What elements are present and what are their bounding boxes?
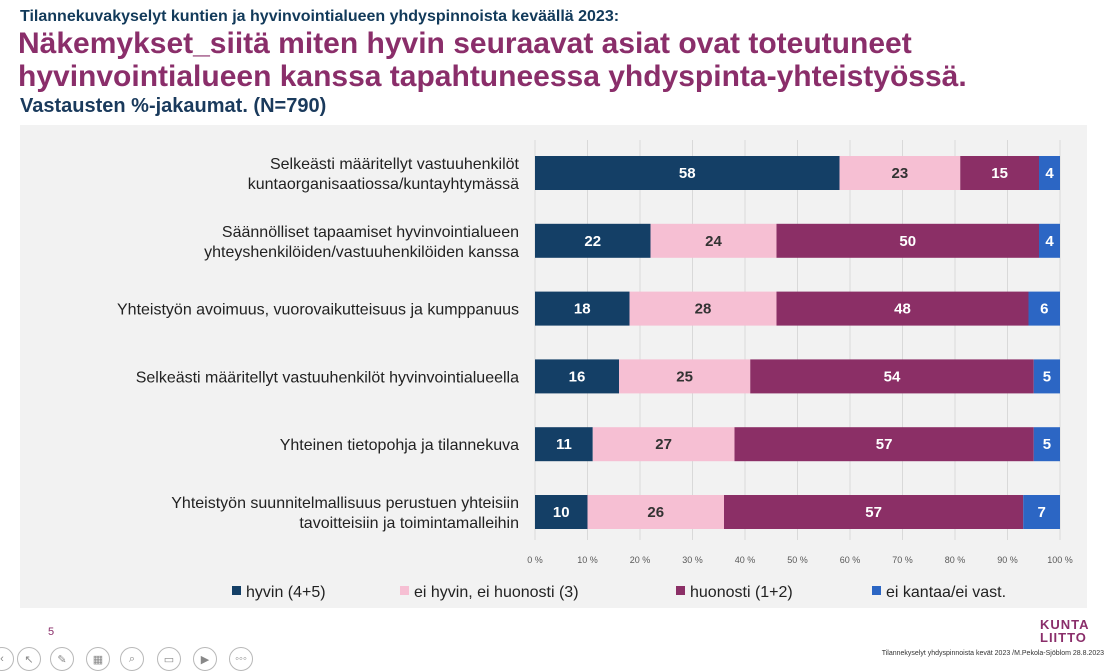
data-label: 6: [1040, 301, 1048, 318]
x-tick-label: 70 %: [892, 555, 913, 565]
slides-grid-icon[interactable]: ▦: [86, 647, 110, 671]
category-label: Selkeästi määritellyt vastuuhenkilöt hyv…: [136, 369, 519, 386]
bar-segment: [1033, 359, 1060, 394]
x-tick-label: 80 %: [945, 555, 966, 565]
legend-label: hyvin (4+5): [246, 584, 326, 601]
pointer-icon[interactable]: ↖: [17, 647, 41, 671]
data-label: 57: [865, 504, 882, 521]
data-label: 7: [1037, 504, 1045, 521]
category-label: Säännölliset tapaamiset hyvinvointialuee…: [222, 224, 519, 241]
legend-label: ei hyvin, ei huonosti (3): [414, 584, 579, 601]
title-line-1: Näkemykset_siitä miten hyvin seuraavat a…: [18, 27, 912, 60]
supertitle: Tilannekuvakyselyt kuntien ja hyvinvoint…: [20, 8, 620, 25]
bar-segment: [776, 291, 1029, 326]
x-tick-label: 50 %: [787, 555, 808, 565]
data-label: 25: [676, 368, 693, 385]
legend-swatch: [400, 586, 409, 595]
logo-line-1: KUNTA: [1040, 617, 1090, 632]
x-tick-label: 20 %: [630, 555, 651, 565]
data-label: 28: [695, 301, 712, 318]
bar-segment: [650, 223, 777, 258]
data-label: 26: [647, 504, 664, 521]
data-label: 54: [884, 368, 901, 385]
category-label: Yhteistyön suunnitelmallisuus perustuen …: [171, 495, 519, 512]
data-label: 5: [1043, 368, 1051, 385]
data-label: 10: [553, 504, 570, 521]
bar-segment: [750, 359, 1034, 394]
bar-segment: [1033, 427, 1060, 462]
x-tick-label: 60 %: [840, 555, 861, 565]
bar-segment: [629, 291, 777, 326]
category-label: kuntaorganisaatiossa/kuntayhtymässä: [248, 176, 519, 193]
title-line-2: hyvinvointialueen kanssa tapahtuneessa y…: [18, 60, 967, 93]
data-label: 48: [894, 301, 911, 318]
data-label: 50: [899, 233, 916, 250]
data-label: 23: [892, 165, 909, 182]
data-label: 11: [556, 436, 572, 453]
bar-segment: [619, 359, 751, 394]
legend-swatch: [872, 586, 881, 595]
legend-swatch: [676, 586, 685, 595]
data-label: 4: [1045, 233, 1054, 250]
category-label: tavoitteisiin ja toimintamalleihin: [299, 515, 519, 532]
bar-segment: [839, 156, 961, 190]
data-label: 22: [584, 233, 601, 250]
x-tick-label: 90 %: [997, 555, 1018, 565]
bar-segment: [535, 223, 651, 258]
data-label: 5: [1043, 436, 1051, 453]
subtitles-icon[interactable]: ▭: [157, 647, 181, 671]
category-label: Selkeästi määritellyt vastuuhenkilöt: [270, 156, 520, 173]
zoom-icon[interactable]: ⌕: [120, 647, 144, 671]
presentation-toolbar: ‹ ↖ ✎ ▦ ⌕ ▭ ▶ ◦◦◦: [0, 645, 270, 672]
bar-segment: [1023, 495, 1060, 529]
bar-segment: [1039, 156, 1060, 190]
source-note: Tilannekyselyt yhdyspinnoista kevät 2023…: [881, 650, 1104, 657]
bar-segment: [535, 291, 630, 326]
bar-segment: [960, 156, 1039, 190]
previous-slide-icon[interactable]: ‹: [0, 647, 14, 671]
legend-swatch: [232, 586, 241, 595]
category-label: Yhteinen tietopohja ja tilannekuva: [280, 437, 519, 454]
bar-segment: [776, 223, 1039, 258]
bar-segment: [1028, 291, 1060, 326]
x-tick-label: 100 %: [1047, 555, 1073, 565]
bar-segment: [734, 427, 1034, 462]
legend-label: ei kantaa/ei vast.: [886, 584, 1006, 601]
legend-label: huonosti (1+2): [690, 584, 793, 601]
camera-icon[interactable]: ▶: [193, 647, 217, 671]
data-label: 16: [569, 368, 586, 385]
data-label: 18: [574, 301, 591, 318]
more-options-icon[interactable]: ◦◦◦: [229, 647, 253, 671]
data-label: 58: [679, 165, 696, 182]
bar-segment: [535, 495, 588, 529]
x-tick-label: 10 %: [577, 555, 598, 565]
bar-segment: [535, 156, 840, 190]
bar-segment: [724, 495, 1024, 529]
x-tick-label: 0 %: [527, 555, 543, 565]
kuntaliitto-logo: KUNTA LIITTO: [1040, 618, 1104, 644]
bar-segment: [587, 495, 724, 529]
category-label: yhteyshenkilöiden/vastuuhenkilöiden kans…: [204, 244, 519, 261]
x-tick-label: 30 %: [682, 555, 703, 565]
bar-segment: [535, 359, 619, 394]
bar-segment: [535, 427, 593, 462]
chart-subtitle: Vastausten %-jakaumat. (N=790): [20, 95, 327, 117]
data-label: 27: [655, 436, 672, 453]
pen-icon[interactable]: ✎: [50, 647, 74, 671]
bar-segment: [592, 427, 735, 462]
slide-title: Näkemykset_siitä miten hyvin seuraavat a…: [18, 27, 1108, 93]
data-label: 4: [1045, 165, 1054, 182]
data-label: 24: [705, 233, 722, 250]
x-tick-label: 40 %: [735, 555, 756, 565]
bar-segment: [1039, 223, 1060, 258]
data-label: 57: [876, 436, 893, 453]
category-label: Yhteistyön avoimuus, vuorovaikutteisuus …: [117, 302, 519, 319]
data-label: 15: [991, 165, 1008, 182]
logo-line-2: LIITTO: [1040, 630, 1087, 645]
page-number: 5: [48, 626, 55, 638]
